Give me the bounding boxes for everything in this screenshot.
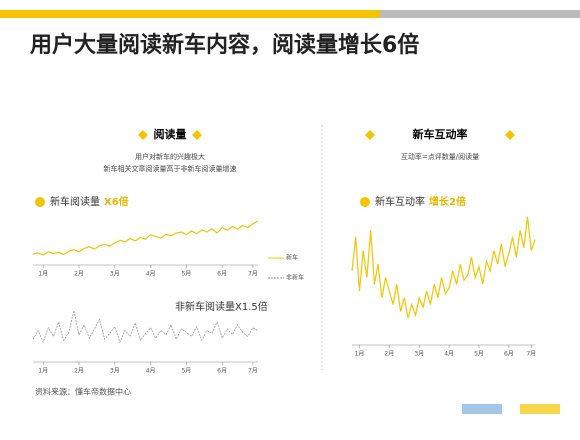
chart-icon	[35, 197, 45, 207]
chart-label-text: 非新车阅读量X1.5倍	[175, 300, 268, 313]
x-tick-label: 1月	[38, 271, 48, 278]
x-tick-label: 3月	[110, 271, 120, 278]
x-tick-label: 2月	[384, 351, 394, 358]
top-stripe-gray	[380, 10, 580, 18]
chart-label: 非新车阅读量X1.5倍	[175, 300, 268, 313]
x-tick-label: 5月	[474, 351, 484, 358]
note: 互动率=点评数量/阅读量	[401, 152, 479, 161]
note: 用户对新车的兴趣极大	[135, 152, 205, 161]
source: 资料来源：懂车帝数据中心	[35, 387, 131, 397]
chart-icon	[360, 197, 370, 207]
chart-label-highlight: X6倍	[104, 195, 129, 208]
section-heading: 新车互动率	[413, 127, 468, 141]
x-tick-label: 2月	[74, 368, 84, 375]
logo	[520, 404, 560, 414]
logo	[462, 404, 502, 414]
slide-title: 用户大量阅读新车内容，阅读量增长6倍	[30, 32, 419, 58]
x-tick-label: 1月	[355, 351, 365, 358]
x-tick-label: 3月	[414, 351, 424, 358]
x-tick-label: 4月	[444, 351, 454, 358]
note: 新车相关文章阅读量高于非新车阅读量增速	[104, 164, 237, 173]
legend-label: 新车	[286, 254, 298, 262]
chart-label: 新车阅读量 X6倍	[50, 195, 129, 208]
x-tick-label: 2月	[74, 271, 84, 278]
x-tick-label: 5月	[181, 368, 191, 375]
x-tick-label: 7月	[248, 271, 258, 278]
x-tick-label: 6月	[217, 368, 227, 375]
chart-label-highlight: 增长2倍	[429, 195, 466, 208]
chart-label: 新车互动率 增长2倍	[375, 195, 466, 208]
x-tick-label: 4月	[146, 368, 156, 375]
top-stripe	[0, 10, 380, 18]
line	[32, 220, 259, 256]
chart-label-text: 新车互动率	[375, 195, 425, 208]
x-tick-label: 6月	[504, 351, 514, 358]
x-tick-label: 7月	[526, 351, 536, 358]
chart-label-text: 新车阅读量	[50, 195, 100, 208]
x-tick-label: 3月	[110, 368, 120, 375]
x-tick-label: 5月	[181, 271, 191, 278]
x-tick-label: 1月	[38, 368, 48, 375]
line	[351, 216, 536, 319]
x-tick-label: 7月	[248, 368, 258, 375]
x-tick-label: 4月	[146, 271, 156, 278]
section-heading: 阅读量	[154, 127, 187, 141]
legend-label: 非新车	[286, 274, 304, 282]
x-tick-label: 6月	[217, 271, 227, 278]
line	[32, 310, 259, 344]
